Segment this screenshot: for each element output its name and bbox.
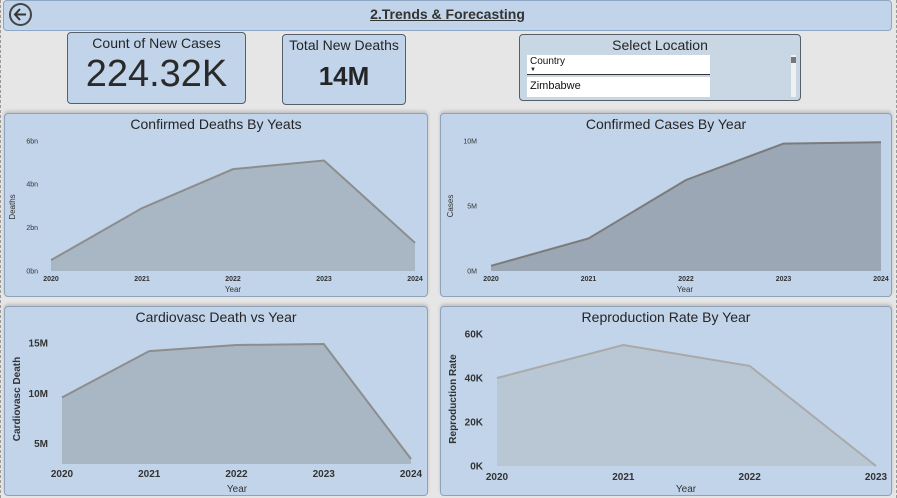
x-tick-label: 2023 (313, 469, 336, 480)
y-tick-label: 15M (29, 338, 48, 349)
x-tick-label: 2022 (225, 469, 248, 480)
area-fill (491, 142, 881, 271)
y-tick-label: 5M (34, 439, 48, 450)
area-fill (497, 345, 876, 466)
kpi-label: Total New Deaths (289, 37, 399, 53)
page-header: 2.Trends & Forecasting (3, 0, 892, 31)
x-tick-label: 2020 (43, 276, 59, 283)
slicer-scrollbar[interactable] (791, 55, 796, 97)
x-axis-label: Year (676, 484, 697, 495)
x-tick-label: 2021 (612, 472, 635, 483)
y-axis-label: Reproduction Rate (448, 354, 459, 444)
y-axis-label: Deaths (8, 194, 17, 219)
chart-title: Reproduction Rate By Year (581, 309, 751, 325)
kpi-value: 14M (318, 61, 370, 91)
y-tick-label: 5M (467, 203, 477, 210)
chart-svg: 0M 5M 10M 2020 2021 2022 2023 2024 Year Cases (446, 138, 889, 294)
x-tick-label: 2020 (51, 469, 74, 480)
back-arrow-icon[interactable] (9, 3, 32, 26)
series-line (50, 159, 416, 262)
area-fill (51, 160, 415, 271)
x-tick-label: 2023 (865, 472, 888, 483)
y-axis-label: Cases (446, 195, 455, 218)
y-axis-label: Cardiovasc Death (12, 357, 23, 441)
x-tick-label: 2024 (407, 276, 423, 283)
chart-svg: 0bn 2bn 4bn 6bn 2020 2021 2022 2023 2024 Year De… (8, 138, 423, 294)
kpi-card-new-cases: Count of New Cases 224.32K (67, 32, 246, 104)
y-tick-label: 20K (465, 417, 484, 428)
chart-svg: 0K 20K 40K 60K 2020 2021 2022 2023 Year Reprodu… (448, 329, 888, 495)
x-tick-label: 2024 (873, 276, 889, 283)
caret-down-icon[interactable]: ▼ (530, 67, 536, 73)
kpi-label: Count of New Cases (92, 35, 221, 51)
y-tick-label: 4bn (26, 182, 38, 189)
location-slicer: Select Location Country ▼ Zimbabwe (519, 34, 801, 101)
chart-cardiovasc-deaths[interactable]: 5M 10M 15M 2020 2021 2022 2023 2024 Year Cardio… (4, 306, 428, 496)
x-tick-label: 2020 (486, 472, 509, 483)
x-tick-label: 2022 (225, 276, 241, 283)
series-line (496, 343, 877, 467)
x-axis-label: Year (677, 285, 694, 294)
chart-svg: 5M 10M 15M 2020 2021 2022 2023 2024 Year Cardio… (12, 338, 423, 495)
chart-confirmed-cases[interactable]: 0M 5M 10M 2020 2021 2022 2023 2024 Year Cases C… (440, 113, 892, 297)
y-tick-label: 2bn (26, 225, 38, 232)
chart-title: Cardiovasc Death vs Year (135, 309, 297, 325)
x-axis-label: Year (227, 484, 248, 495)
slicer-title: Select Location (612, 37, 708, 53)
x-tick-label: 2020 (483, 276, 499, 283)
kpi-value: 224.32K (85, 53, 228, 95)
slicer-option-zimbabwe[interactable]: Zimbabwe (527, 77, 710, 97)
x-tick-label: 2022 (739, 472, 762, 483)
chart-title: Confirmed Cases By Year (585, 116, 747, 132)
y-tick-label: 6bn (26, 138, 38, 145)
chart-confirmed-deaths[interactable]: 0bn 2bn 4bn 6bn 2020 2021 2022 2023 2024 Year De… (4, 113, 428, 297)
x-tick-label: 2022 (678, 276, 694, 283)
series-line (61, 343, 412, 460)
kpi-card-new-deaths: Total New Deaths 14M (282, 34, 406, 105)
y-tick-label: 0M (467, 268, 477, 275)
slicer-field-header[interactable]: Country (527, 55, 710, 75)
y-tick-label: 60K (465, 329, 484, 340)
chart-title: Confirmed Deaths By Yeats (130, 116, 302, 132)
series-line (490, 141, 882, 267)
y-tick-label: 10M (29, 389, 48, 400)
x-tick-label: 2021 (581, 276, 597, 283)
scrollbar-thumb[interactable] (791, 57, 796, 63)
x-tick-label: 2021 (134, 276, 150, 283)
chart-reproduction-rate[interactable]: 0K 20K 40K 60K 2020 2021 2022 2023 Year Reprodu… (440, 306, 892, 496)
y-tick-label: 40K (465, 373, 484, 384)
y-tick-label: 0bn (26, 268, 38, 275)
x-tick-label: 2023 (776, 276, 792, 283)
area-fill (62, 344, 411, 464)
x-tick-label: 2024 (400, 469, 423, 480)
x-tick-label: 2021 (138, 469, 161, 480)
x-axis-label: Year (225, 285, 242, 294)
y-tick-label: 10M (463, 138, 477, 145)
x-tick-label: 2023 (316, 276, 332, 283)
page-title: 2.Trends & Forecasting (370, 6, 525, 22)
y-tick-label: 0K (470, 461, 484, 472)
